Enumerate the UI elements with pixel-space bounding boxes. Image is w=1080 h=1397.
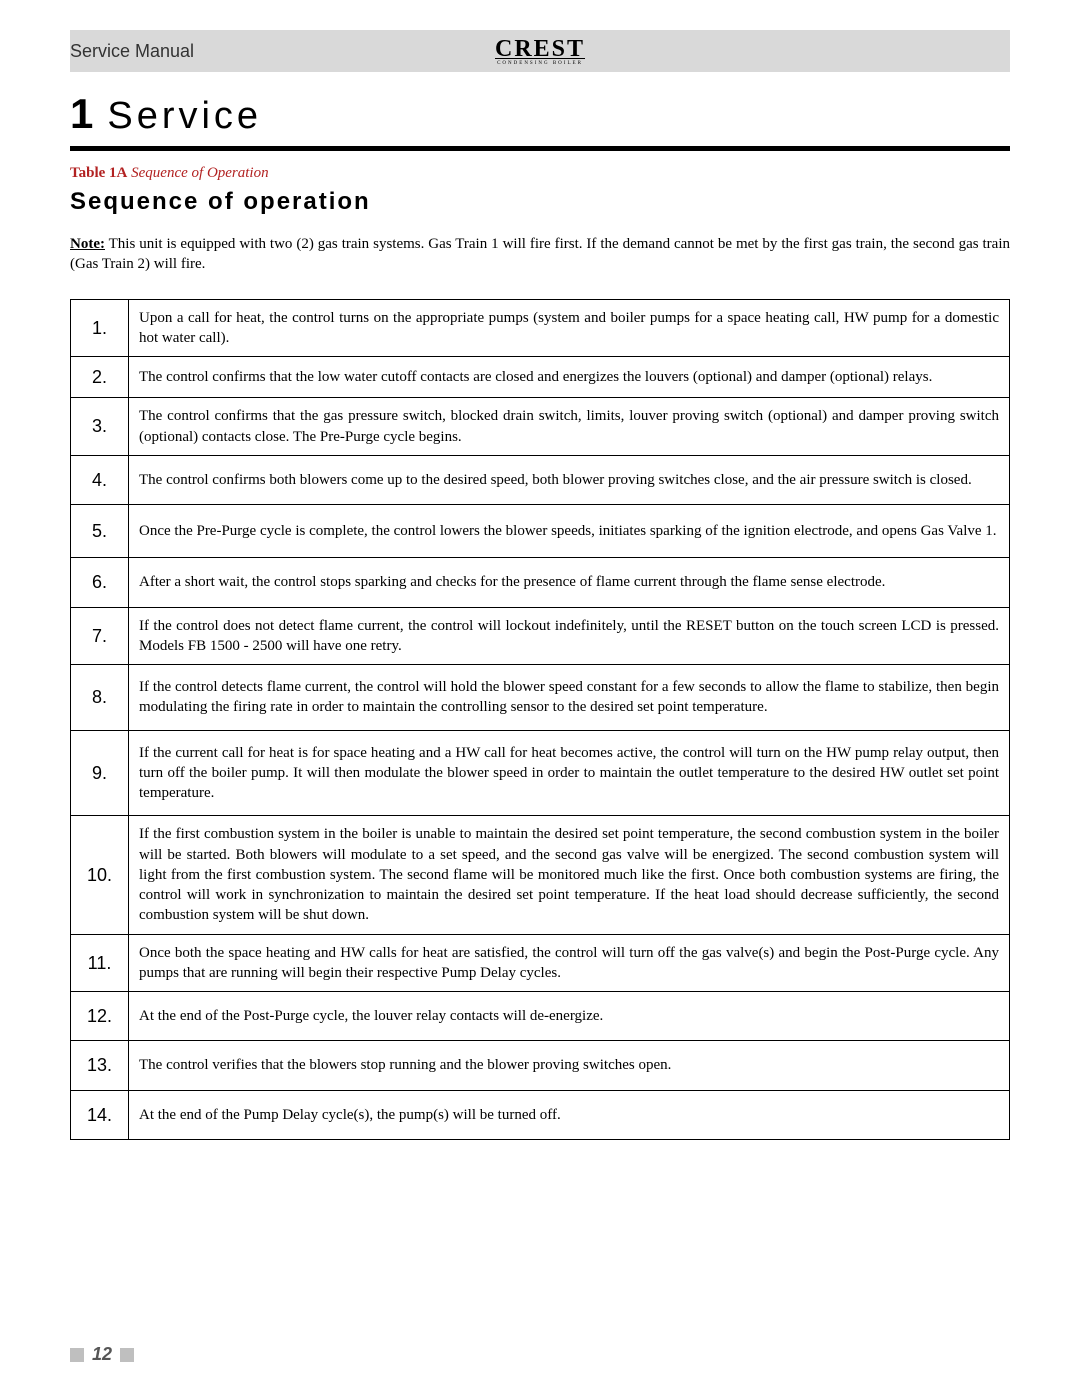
step-number: 6.	[71, 558, 129, 607]
step-text: The control confirms that the gas pressu…	[129, 398, 1010, 456]
step-text: If the current call for heat is for spac…	[129, 730, 1010, 816]
step-number: 4.	[71, 455, 129, 504]
step-number: 13.	[71, 1041, 129, 1090]
brand-subtitle: CONDENSING BOILER	[495, 61, 585, 66]
sequence-tbody: 1.Upon a call for heat, the control turn…	[71, 299, 1010, 1139]
page-container: CREST CONDENSING BOILER Service Manual 1…	[0, 0, 1080, 1180]
step-number: 11.	[71, 934, 129, 992]
step-text: After a short wait, the control stops sp…	[129, 558, 1010, 607]
table-caption-label: Table 1A	[70, 165, 127, 181]
table-row: 13.The control verifies that the blowers…	[71, 1041, 1010, 1090]
step-number: 14.	[71, 1090, 129, 1139]
brand-block: CREST CONDENSING BOILER	[495, 36, 585, 66]
note-text: This unit is equipped with two (2) gas t…	[70, 236, 1010, 272]
step-number: 10.	[71, 816, 129, 934]
step-text: If the control detects flame current, th…	[129, 665, 1010, 731]
step-text: At the end of the Post-Purge cycle, the …	[129, 992, 1010, 1041]
note-paragraph: Note: This unit is equipped with two (2)…	[70, 234, 1010, 275]
step-text: The control verifies that the blowers st…	[129, 1041, 1010, 1090]
section-number: 1	[70, 90, 93, 137]
table-row: 14.At the end of the Pump Delay cycle(s)…	[71, 1090, 1010, 1139]
step-number: 3.	[71, 398, 129, 456]
brand-name: CREST	[495, 36, 585, 62]
table-row: 11.Once both the space heating and HW ca…	[71, 934, 1010, 992]
step-text: At the end of the Pump Delay cycle(s), t…	[129, 1090, 1010, 1139]
step-text: If the first combustion system in the bo…	[129, 816, 1010, 934]
step-number: 2.	[71, 357, 129, 398]
step-text: The control confirms that the low water …	[129, 357, 1010, 398]
table-row: 5.Once the Pre-Purge cycle is complete, …	[71, 505, 1010, 558]
step-text: Once the Pre-Purge cycle is complete, th…	[129, 505, 1010, 558]
step-number: 7.	[71, 607, 129, 665]
page-footer: 12	[70, 1344, 134, 1365]
table-row: 8.If the control detects flame current, …	[71, 665, 1010, 731]
step-text: Upon a call for heat, the control turns …	[129, 299, 1010, 357]
step-number: 5.	[71, 505, 129, 558]
section-rule	[70, 146, 1010, 151]
page-number: 12	[92, 1344, 112, 1365]
step-number: 12.	[71, 992, 129, 1041]
step-number: 9.	[71, 730, 129, 816]
table-row: 4.The control confirms both blowers come…	[71, 455, 1010, 504]
subheading: Sequence of operation	[70, 188, 1010, 216]
note-label: Note:	[70, 236, 105, 252]
manual-label: Service Manual	[70, 41, 194, 62]
table-row: 7.If the control does not detect flame c…	[71, 607, 1010, 665]
table-row: 6.After a short wait, the control stops …	[71, 558, 1010, 607]
table-row: 1.Upon a call for heat, the control turn…	[71, 299, 1010, 357]
table-caption: Table 1A Sequence of Operation	[70, 165, 1010, 182]
step-number: 8.	[71, 665, 129, 731]
table-caption-title: Sequence of Operation	[131, 165, 268, 181]
table-row: 9.If the current call for heat is for sp…	[71, 730, 1010, 816]
table-row: 3.The control confirms that the gas pres…	[71, 398, 1010, 456]
step-text: Once both the space heating and HW calls…	[129, 934, 1010, 992]
sequence-table: 1.Upon a call for heat, the control turn…	[70, 299, 1010, 1140]
table-row: 2.The control confirms that the low wate…	[71, 357, 1010, 398]
table-row: 12.At the end of the Post-Purge cycle, t…	[71, 992, 1010, 1041]
step-number: 1.	[71, 299, 129, 357]
step-text: The control confirms both blowers come u…	[129, 455, 1010, 504]
step-text: If the control does not detect flame cur…	[129, 607, 1010, 665]
section-heading: 1 Service	[70, 90, 1010, 138]
table-row: 10.If the first combustion system in the…	[71, 816, 1010, 934]
page-header: CREST CONDENSING BOILER Service Manual	[70, 30, 1010, 72]
section-title-text: Service	[107, 95, 262, 137]
footer-square-icon	[120, 1348, 134, 1362]
footer-square-icon	[70, 1348, 84, 1362]
